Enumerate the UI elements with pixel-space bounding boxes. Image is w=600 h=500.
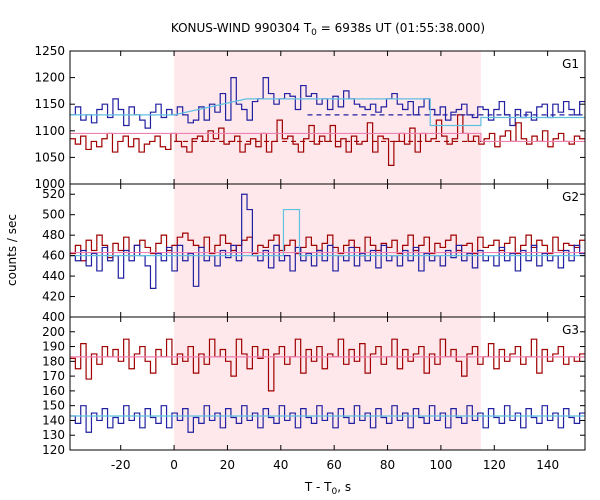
x-tick-label: 40: [273, 458, 288, 472]
y-tick-label: 180: [42, 354, 65, 368]
x-tick-label: 80: [380, 458, 395, 472]
y-tick-label: 1100: [34, 124, 65, 138]
panel-g1: 1000 1050 1100 1150 1200 1250 G1: [34, 44, 586, 191]
x-axis-label: T - T0, s: [304, 480, 351, 497]
y-tick-label: 520: [42, 187, 65, 201]
y-tick-label: 130: [42, 428, 65, 442]
y-tick-label: 140: [42, 413, 65, 427]
y-tick-label: 1000: [34, 177, 65, 191]
y-axis-label: counts / sec: [5, 214, 19, 286]
y-tick-label: 120: [42, 443, 65, 457]
y-tick-label: 160: [42, 384, 65, 398]
panel-g2: 400 420 440 460 480 500 520 G2: [42, 183, 586, 324]
series-red-histogram: [70, 338, 585, 392]
panel-label: G2: [562, 190, 579, 204]
series-blue-histogram: [70, 77, 585, 129]
x-tick-label: 100: [429, 458, 452, 472]
series-cyan-fit-level: [70, 208, 585, 257]
series-pink-fit-level: [70, 132, 585, 143]
x-tick-label: 60: [327, 458, 342, 472]
y-tick-label: 480: [42, 228, 65, 242]
y-tick-label: 150: [42, 399, 65, 413]
y-tick-label: 400: [42, 310, 65, 324]
series-cyan-fit-level: [70, 98, 585, 127]
series-group: [70, 193, 585, 289]
shaded-interval: [174, 317, 481, 450]
y-tick-label: 1050: [34, 150, 65, 164]
series-blue-histogram: [70, 405, 585, 433]
y-tick-label: 1150: [34, 97, 65, 111]
series-group: [70, 77, 585, 166]
panel-frame: [69, 316, 586, 451]
y-tick-label: 460: [42, 249, 65, 263]
y-tick-label: 440: [42, 269, 65, 283]
y-tick-label: 190: [42, 340, 65, 354]
y-tick-label: 170: [42, 369, 65, 383]
y-tick-label: 500: [42, 208, 65, 222]
series-red-histogram: [70, 232, 585, 262]
panel-label: G3: [562, 323, 579, 337]
x-tick-label: 0: [170, 458, 178, 472]
y-tick-label: 200: [42, 325, 65, 339]
series-group: [70, 338, 585, 433]
shaded-interval: [174, 51, 481, 184]
y-tick-label: 1200: [34, 71, 65, 85]
chart-title: KONUS-WIND 990304 T0 = 6938s UT (01:55:3…: [171, 21, 485, 38]
panel-label: G1: [562, 57, 579, 71]
x-tick-label: -20: [111, 458, 131, 472]
y-tick-label: 1250: [34, 44, 65, 58]
x-tick-label: 120: [483, 458, 506, 472]
x-tick-label: 20: [220, 458, 235, 472]
x-tick-label: 140: [536, 458, 559, 472]
y-tick-label: 420: [42, 290, 65, 304]
plot-area: 100010501100115012001250G140042044046048…: [34, 44, 586, 472]
